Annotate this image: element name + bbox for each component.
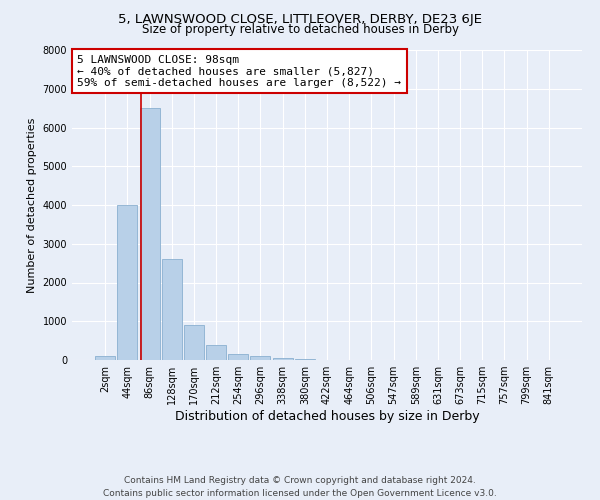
Bar xyxy=(118,205,137,360)
Bar xyxy=(228,354,248,360)
Bar xyxy=(184,325,204,360)
Bar xyxy=(250,356,271,360)
Text: 5 LAWNSWOOD CLOSE: 98sqm
← 40% of detached houses are smaller (5,827)
59% of sem: 5 LAWNSWOOD CLOSE: 98sqm ← 40% of detach… xyxy=(77,54,401,88)
Bar xyxy=(95,356,115,360)
Bar xyxy=(162,259,182,360)
Bar xyxy=(272,358,293,360)
Text: Size of property relative to detached houses in Derby: Size of property relative to detached ho… xyxy=(142,22,458,36)
Bar xyxy=(140,108,160,360)
Y-axis label: Number of detached properties: Number of detached properties xyxy=(27,118,37,292)
Text: 5, LAWNSWOOD CLOSE, LITTLEOVER, DERBY, DE23 6JE: 5, LAWNSWOOD CLOSE, LITTLEOVER, DERBY, D… xyxy=(118,12,482,26)
Bar xyxy=(295,359,315,360)
X-axis label: Distribution of detached houses by size in Derby: Distribution of detached houses by size … xyxy=(175,410,479,423)
Bar xyxy=(206,344,226,360)
Text: Contains HM Land Registry data © Crown copyright and database right 2024.
Contai: Contains HM Land Registry data © Crown c… xyxy=(103,476,497,498)
